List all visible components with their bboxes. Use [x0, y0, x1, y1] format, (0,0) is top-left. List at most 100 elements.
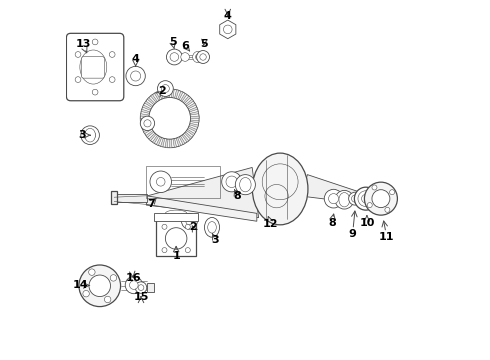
Polygon shape [154, 92, 160, 100]
Polygon shape [140, 114, 149, 117]
Polygon shape [168, 89, 170, 98]
Circle shape [83, 291, 89, 297]
Circle shape [75, 77, 81, 82]
Polygon shape [149, 133, 156, 141]
Polygon shape [145, 101, 153, 107]
Circle shape [390, 190, 394, 195]
Circle shape [223, 25, 232, 34]
Circle shape [156, 177, 165, 186]
Polygon shape [172, 89, 174, 98]
Circle shape [140, 89, 199, 148]
Text: 11: 11 [379, 232, 394, 242]
Circle shape [92, 39, 98, 45]
Polygon shape [190, 112, 199, 115]
Circle shape [349, 192, 362, 205]
Circle shape [354, 187, 377, 210]
Circle shape [372, 190, 390, 208]
Circle shape [185, 224, 190, 229]
Polygon shape [147, 167, 259, 218]
Polygon shape [163, 89, 167, 98]
Text: 5: 5 [200, 40, 208, 49]
Polygon shape [141, 122, 149, 125]
Text: 4: 4 [224, 11, 232, 21]
Circle shape [149, 98, 191, 139]
Circle shape [85, 130, 96, 140]
Ellipse shape [252, 153, 308, 225]
Polygon shape [147, 98, 155, 105]
FancyBboxPatch shape [111, 191, 117, 204]
Polygon shape [146, 131, 154, 138]
Circle shape [181, 53, 190, 61]
Circle shape [110, 275, 117, 281]
Polygon shape [170, 139, 172, 148]
Circle shape [170, 53, 179, 61]
Circle shape [167, 49, 182, 65]
Polygon shape [147, 196, 257, 221]
Text: 7: 7 [147, 199, 154, 209]
Circle shape [329, 194, 339, 204]
Polygon shape [161, 138, 165, 147]
Polygon shape [182, 134, 189, 142]
FancyBboxPatch shape [115, 194, 147, 202]
Text: 14: 14 [72, 280, 88, 291]
Circle shape [126, 66, 146, 86]
Polygon shape [187, 129, 195, 136]
Text: 2: 2 [158, 86, 166, 96]
FancyBboxPatch shape [154, 213, 198, 221]
Circle shape [89, 269, 95, 275]
FancyBboxPatch shape [337, 194, 376, 201]
Circle shape [235, 175, 255, 195]
Text: 1: 1 [172, 251, 180, 261]
Circle shape [335, 190, 354, 209]
Circle shape [138, 285, 144, 291]
Circle shape [92, 89, 98, 95]
FancyBboxPatch shape [375, 191, 381, 204]
FancyBboxPatch shape [147, 283, 154, 292]
Circle shape [161, 85, 170, 93]
Text: 3: 3 [212, 235, 220, 245]
Ellipse shape [240, 177, 251, 192]
Ellipse shape [339, 193, 350, 207]
Text: 15: 15 [133, 292, 148, 302]
Text: 16: 16 [125, 273, 141, 283]
Polygon shape [178, 91, 183, 100]
Circle shape [125, 276, 143, 294]
Ellipse shape [204, 217, 220, 237]
Polygon shape [140, 118, 149, 121]
Polygon shape [142, 125, 150, 130]
Circle shape [193, 51, 204, 63]
Ellipse shape [85, 129, 96, 142]
Circle shape [181, 213, 197, 229]
Circle shape [89, 275, 111, 297]
Polygon shape [174, 90, 179, 99]
Polygon shape [152, 135, 159, 143]
Polygon shape [188, 103, 196, 109]
Circle shape [200, 54, 206, 60]
Ellipse shape [80, 50, 107, 84]
Circle shape [221, 172, 242, 192]
Circle shape [226, 176, 238, 188]
FancyBboxPatch shape [67, 33, 124, 101]
Polygon shape [150, 95, 157, 103]
Polygon shape [156, 137, 162, 145]
Circle shape [150, 171, 172, 193]
Text: 2: 2 [189, 222, 197, 232]
Circle shape [362, 194, 370, 203]
Circle shape [351, 195, 359, 202]
Polygon shape [188, 126, 197, 132]
Circle shape [144, 120, 151, 127]
Polygon shape [190, 123, 198, 127]
Circle shape [358, 191, 374, 207]
Text: 8: 8 [328, 218, 336, 228]
Text: 9: 9 [349, 229, 357, 239]
Circle shape [385, 207, 390, 212]
Circle shape [196, 54, 201, 60]
Ellipse shape [166, 210, 187, 217]
Circle shape [324, 189, 343, 208]
Circle shape [186, 218, 193, 225]
Polygon shape [302, 175, 374, 205]
Polygon shape [183, 96, 191, 104]
Polygon shape [144, 128, 152, 134]
Text: 4: 4 [132, 54, 140, 64]
Polygon shape [158, 90, 163, 99]
